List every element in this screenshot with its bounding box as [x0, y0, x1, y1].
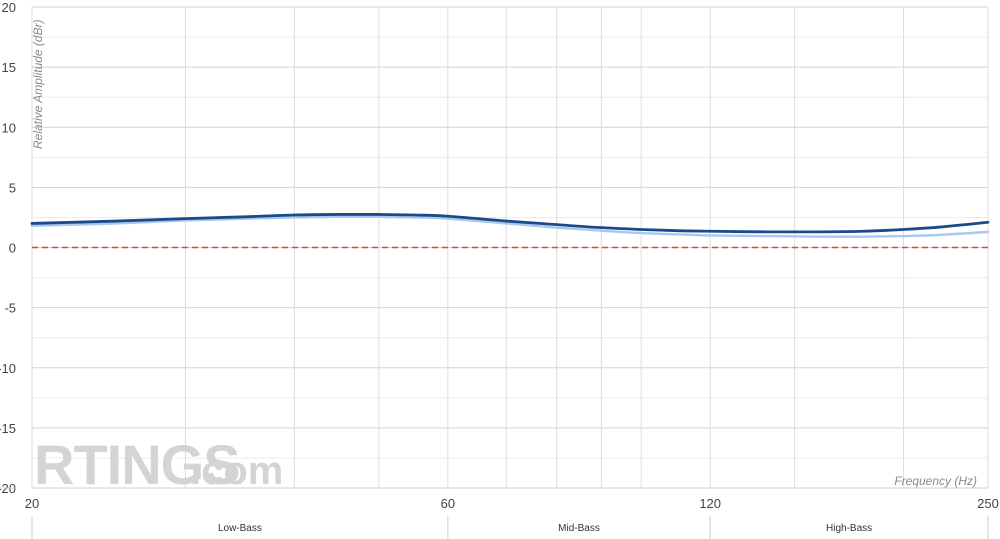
y-axis-label: Relative Amplitude (dBr) [31, 19, 45, 149]
x-tick-label: 60 [441, 496, 455, 511]
y-tick-label: -5 [4, 301, 16, 316]
x-tick-label: 250 [977, 496, 999, 511]
y-tick-label: 20 [2, 0, 16, 15]
y-tick-label: 10 [2, 120, 16, 135]
series-lines [30, 212, 990, 238]
band-label: Mid-Bass [558, 523, 600, 534]
x-axis-label: Frequency (Hz) [894, 474, 977, 488]
y-tick-label: 5 [9, 180, 16, 195]
series-line-secondary [30, 215, 990, 238]
watermark-logo: RTINGS [34, 433, 240, 496]
x-axis-ticks: 20 60 120 250 [25, 496, 999, 511]
y-tick-label: 0 [9, 241, 16, 256]
y-tick-label: -10 [0, 361, 16, 376]
frequency-bands: Low-Bass Mid-Bass High-Bass [31, 516, 989, 539]
x-tick-label: 120 [699, 496, 721, 511]
x-tick-label: 20 [25, 496, 39, 511]
band-label: High-Bass [826, 523, 872, 534]
y-tick-label: 15 [2, 60, 16, 75]
watermark-logo-suffix: .com [190, 449, 283, 493]
band-label: Low-Bass [218, 523, 262, 534]
series-line-primary [30, 212, 990, 234]
y-tick-label: -15 [0, 421, 16, 436]
